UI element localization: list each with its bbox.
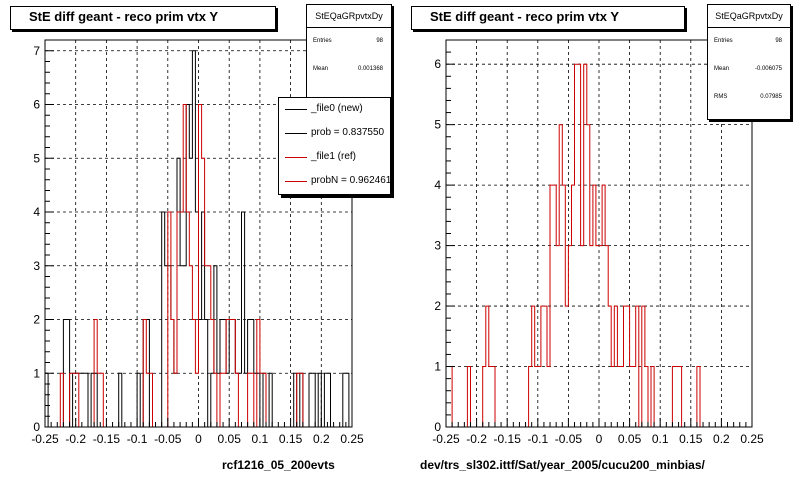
stats-row: Entries 98 xyxy=(708,28,790,56)
x-tick-label: -0.15 xyxy=(494,432,522,446)
plot-title-right: StE diff geant - reco prim vtx Y xyxy=(411,6,685,30)
x-tick-label: 0.1 xyxy=(652,432,669,446)
x-tick-label: -0.05 xyxy=(154,432,182,446)
legend-entry: prob = 0.837550 xyxy=(279,122,390,146)
plot-panel-1: -0.25 -0.2 -0.15 -0.1 -0.05 0 0.05 0.1 0.15 0.2 0.… xyxy=(31,39,364,446)
x-tick-label: 0 xyxy=(596,432,603,446)
x-tick-label: 0.05 xyxy=(218,432,242,446)
stats-box-left: StEQaGRpvtxDy Entries 98 Mean 0.001368 xyxy=(306,4,392,114)
legend-label: probN = 0.962461 xyxy=(311,175,391,186)
x-tick-label: 0.2 xyxy=(313,432,330,446)
x-tick-label: 0.05 xyxy=(618,432,642,446)
stats-label: RMS xyxy=(714,94,728,100)
stats-label: Entries xyxy=(313,38,332,44)
x-axis-title-left: rcf1216_05_200evts xyxy=(222,458,335,472)
legend-label: _file1 (ref) xyxy=(311,151,357,162)
x-tick-label: 0.25 xyxy=(340,432,364,446)
y-tick-label: 5 xyxy=(434,118,441,132)
stats-box-right: StEQaGRpvtxDy Entries 98 Mean -0.006075 … xyxy=(707,4,791,120)
stats-row: Entries 98 xyxy=(307,28,391,56)
stats-value: 0.001368 xyxy=(357,66,383,72)
stats-label: Mean xyxy=(313,66,329,72)
legend-line xyxy=(285,157,307,158)
x-tick-label: 0.15 xyxy=(679,432,703,446)
y-tick-label: 4 xyxy=(33,205,40,219)
x-tick-label: 0.2 xyxy=(713,432,730,446)
stats-row: Mean 0.001368 xyxy=(307,56,391,84)
stats-label: Entries xyxy=(714,38,733,44)
legend-label: _file0 (new) xyxy=(311,103,363,114)
x-tick-label: 0.15 xyxy=(279,432,303,446)
x-axis-title-right: dev/trs_sl302.ittf/Sat/year_2005/cucu200… xyxy=(420,458,705,472)
y-tick-label: 2 xyxy=(33,313,40,327)
stats-title: StEQaGRpvtxDy xyxy=(708,5,790,28)
legend-label: prob = 0.837550 xyxy=(311,127,385,138)
y-tick-label: 4 xyxy=(434,178,441,192)
y-tick-label: 6 xyxy=(434,57,441,71)
legend-line xyxy=(285,133,307,134)
legend-line xyxy=(285,181,307,182)
x-tick-label: 0.25 xyxy=(740,432,764,446)
y-tick-label: 0 xyxy=(434,420,441,434)
x-tick-label: -0.25 xyxy=(432,432,460,446)
x-tick-label: -0.15 xyxy=(93,432,121,446)
y-tick-label: 7 xyxy=(33,44,40,58)
plot-panel-2: -0.25 -0.2 -0.15 -0.1 -0.05 0 0.05 0.1 0.15 0.2 0.… xyxy=(432,39,764,446)
stats-title: StEQaGRpvtxDy xyxy=(307,5,391,28)
y-tick-label: 5 xyxy=(33,151,40,165)
legend-entry: _file1 (ref) xyxy=(279,146,390,170)
plot-title-left: StE diff geant - reco prim vtx Y xyxy=(10,6,276,30)
x-tick-label: -0.1 xyxy=(127,432,148,446)
legend-box: _file0 (new) prob = 0.837550 _file1 (ref… xyxy=(278,97,391,195)
x-tick-label: 0.1 xyxy=(252,432,269,446)
y-tick-label: 0 xyxy=(33,420,40,434)
y-tick-label: 1 xyxy=(434,360,441,374)
x-tick-label: -0.2 xyxy=(466,432,487,446)
stats-value: 0.07985 xyxy=(760,94,782,100)
y-tick-label: 3 xyxy=(434,239,441,253)
stats-row: Mean -0.006075 xyxy=(708,56,790,84)
legend-entry: probN = 0.962461 xyxy=(279,170,390,194)
stats-value: 98 xyxy=(376,38,383,44)
y-tick-label: 2 xyxy=(434,299,441,313)
stats-value: -0.006075 xyxy=(754,66,782,72)
y-tick-label: 1 xyxy=(33,366,40,380)
y-tick-label: 6 xyxy=(33,98,40,112)
x-tick-label: -0.05 xyxy=(555,432,583,446)
stats-value: 98 xyxy=(775,38,782,44)
x-tick-label: -0.1 xyxy=(527,432,548,446)
x-tick-label: -0.2 xyxy=(65,432,86,446)
stats-label: Mean xyxy=(714,66,730,72)
x-tick-label: 0 xyxy=(195,432,202,446)
stats-row: RMS 0.07985 xyxy=(708,84,790,112)
x-tick-label: -0.25 xyxy=(31,432,59,446)
legend-entry: _file0 (new) xyxy=(279,98,390,122)
y-tick-label: 3 xyxy=(33,259,40,273)
legend-line xyxy=(285,109,307,110)
